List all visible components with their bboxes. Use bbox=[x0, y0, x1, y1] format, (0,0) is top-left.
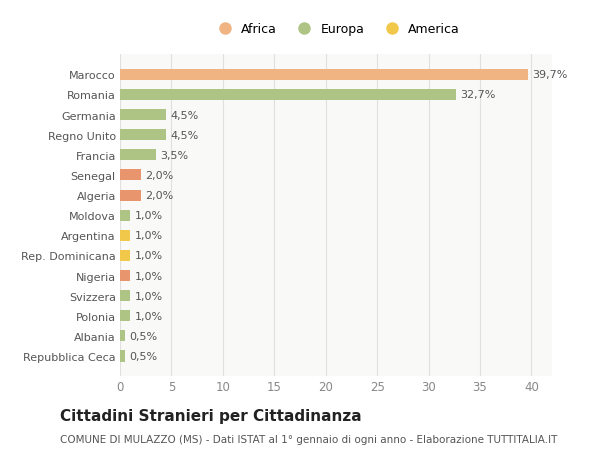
Text: 1,0%: 1,0% bbox=[134, 251, 163, 261]
Text: COMUNE DI MULAZZO (MS) - Dati ISTAT al 1° gennaio di ogni anno - Elaborazione TU: COMUNE DI MULAZZO (MS) - Dati ISTAT al 1… bbox=[60, 434, 557, 443]
Bar bbox=[120, 110, 166, 121]
Text: 0,5%: 0,5% bbox=[129, 351, 157, 361]
Text: 2,0%: 2,0% bbox=[145, 190, 173, 201]
Text: 1,0%: 1,0% bbox=[134, 291, 163, 301]
Bar bbox=[120, 150, 156, 161]
Bar bbox=[120, 311, 130, 322]
Bar bbox=[120, 270, 130, 281]
Text: 3,5%: 3,5% bbox=[160, 151, 188, 161]
Bar bbox=[120, 90, 457, 101]
Legend: Africa, Europa, America: Africa, Europa, America bbox=[208, 20, 464, 40]
Text: Cittadini Stranieri per Cittadinanza: Cittadini Stranieri per Cittadinanza bbox=[60, 408, 362, 423]
Text: 32,7%: 32,7% bbox=[460, 90, 496, 100]
Text: 2,0%: 2,0% bbox=[145, 171, 173, 180]
Text: 1,0%: 1,0% bbox=[134, 211, 163, 221]
Bar bbox=[120, 291, 130, 302]
Bar bbox=[120, 250, 130, 262]
Text: 4,5%: 4,5% bbox=[170, 130, 199, 140]
Bar bbox=[120, 70, 529, 81]
Text: 39,7%: 39,7% bbox=[532, 70, 568, 80]
Bar bbox=[120, 190, 140, 201]
Bar bbox=[120, 351, 125, 362]
Text: 1,0%: 1,0% bbox=[134, 271, 163, 281]
Text: 4,5%: 4,5% bbox=[170, 110, 199, 120]
Bar bbox=[120, 330, 125, 341]
Bar bbox=[120, 230, 130, 241]
Text: 1,0%: 1,0% bbox=[134, 231, 163, 241]
Text: 1,0%: 1,0% bbox=[134, 311, 163, 321]
Bar bbox=[120, 170, 140, 181]
Bar bbox=[120, 130, 166, 141]
Bar bbox=[120, 210, 130, 221]
Text: 0,5%: 0,5% bbox=[129, 331, 157, 341]
